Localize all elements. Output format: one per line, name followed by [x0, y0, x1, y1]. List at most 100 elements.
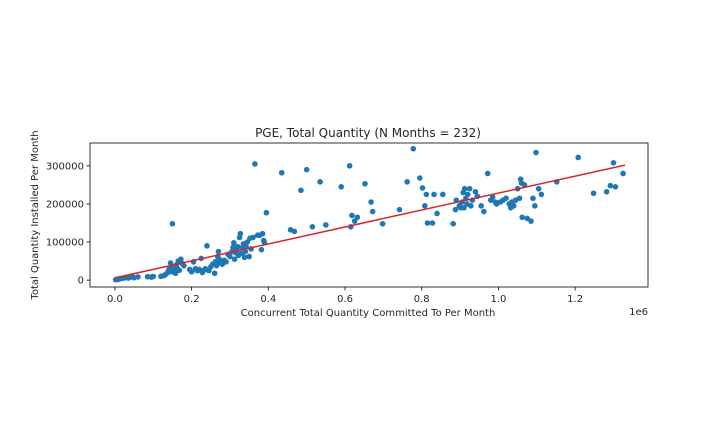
- data-point: [434, 210, 440, 217]
- data-point: [242, 248, 249, 255]
- data-point: [252, 161, 258, 167]
- y-tick-label: 0: [78, 276, 84, 287]
- data-point: [503, 195, 509, 202]
- data-point: [204, 243, 210, 249]
- data-point: [410, 145, 417, 152]
- fit-line: [114, 164, 626, 279]
- data-point: [250, 234, 256, 241]
- data-point: [169, 220, 176, 227]
- data-point: [135, 274, 141, 280]
- data-point: [230, 244, 236, 251]
- data-point: [452, 206, 459, 213]
- data-point: [423, 191, 430, 198]
- data-point: [181, 262, 187, 269]
- data-point: [317, 179, 323, 185]
- chart-title: PGE, Total Quantity (N Months = 232): [255, 126, 481, 140]
- data-point: [231, 256, 238, 262]
- x-tick-label: 0.8: [414, 294, 430, 305]
- data-point: [519, 214, 526, 221]
- data-point: [528, 218, 534, 224]
- data-points: [112, 145, 626, 283]
- data-point: [484, 170, 491, 177]
- data-point: [472, 188, 479, 195]
- data-point: [481, 208, 487, 215]
- data-point: [298, 187, 304, 194]
- data-point: [362, 180, 368, 187]
- data-point: [263, 209, 270, 216]
- data-point: [532, 203, 538, 209]
- data-point: [354, 214, 361, 221]
- data-point: [188, 268, 195, 275]
- data-point: [419, 185, 426, 191]
- data-point: [346, 163, 353, 169]
- data-point: [422, 203, 428, 209]
- x-tick-label: 1.0: [490, 294, 506, 305]
- data-point: [516, 195, 523, 202]
- data-point: [349, 212, 355, 219]
- data-point: [368, 199, 374, 205]
- data-point: [172, 270, 179, 277]
- data-point: [211, 270, 218, 277]
- data-point: [223, 259, 229, 265]
- plot-area: [89, 142, 649, 288]
- x-tick-label: 0.4: [260, 294, 276, 305]
- data-point: [417, 175, 423, 181]
- y-tick-label: 100000: [46, 238, 84, 249]
- data-point: [309, 224, 316, 230]
- data-point: [278, 169, 285, 176]
- data-point: [538, 191, 545, 198]
- data-point: [237, 230, 244, 237]
- data-point: [590, 190, 597, 197]
- data-point: [231, 240, 237, 246]
- x-tick-label: 0.0: [107, 294, 123, 305]
- y-axis-label: Total Quantity Installed Per Month: [30, 130, 41, 300]
- data-point: [610, 160, 617, 166]
- data-point: [258, 246, 265, 253]
- data-point: [530, 195, 536, 202]
- data-point: [259, 230, 266, 237]
- data-point: [291, 228, 298, 235]
- data-point: [303, 166, 310, 173]
- data-point: [227, 253, 233, 260]
- x-axis-label: Concurrent Total Quantity Committed To P…: [241, 308, 496, 319]
- data-point: [176, 267, 183, 274]
- data-point: [620, 170, 626, 177]
- data-point: [369, 208, 376, 215]
- y-tick-label: 300000: [46, 161, 84, 172]
- data-point: [241, 254, 248, 261]
- data-point: [468, 203, 474, 209]
- x-tick-label: 0.2: [184, 294, 200, 305]
- data-point: [246, 253, 252, 260]
- data-point: [178, 256, 184, 262]
- data-point: [429, 220, 436, 226]
- data-point: [489, 194, 496, 200]
- data-point: [404, 179, 410, 185]
- y-axis: 0 100000 200000 300000: [46, 161, 90, 287]
- data-point: [234, 243, 241, 250]
- plot-frame: [89, 142, 649, 288]
- data-point: [461, 204, 467, 211]
- data-point: [533, 149, 539, 156]
- data-point: [150, 273, 157, 280]
- data-point: [464, 191, 471, 198]
- data-point: [424, 220, 431, 226]
- data-point: [535, 185, 542, 192]
- x-axis: 0.0 0.2 0.4 0.6 0.8 1.0 1.2: [107, 287, 583, 305]
- data-point: [450, 220, 456, 227]
- data-point: [431, 191, 437, 198]
- x-tick-label: 1.2: [567, 294, 583, 305]
- x-axis-offset-label: 1e6: [629, 307, 648, 318]
- data-point: [338, 184, 345, 190]
- data-point: [461, 185, 468, 192]
- data-point: [478, 203, 484, 209]
- x-tick-label: 0.6: [337, 294, 353, 305]
- data-point: [379, 220, 386, 227]
- data-point: [323, 222, 329, 228]
- data-point: [510, 203, 517, 209]
- y-tick-label: 200000: [46, 199, 84, 210]
- data-point: [575, 154, 581, 161]
- data-point: [396, 206, 403, 213]
- data-point: [603, 188, 610, 195]
